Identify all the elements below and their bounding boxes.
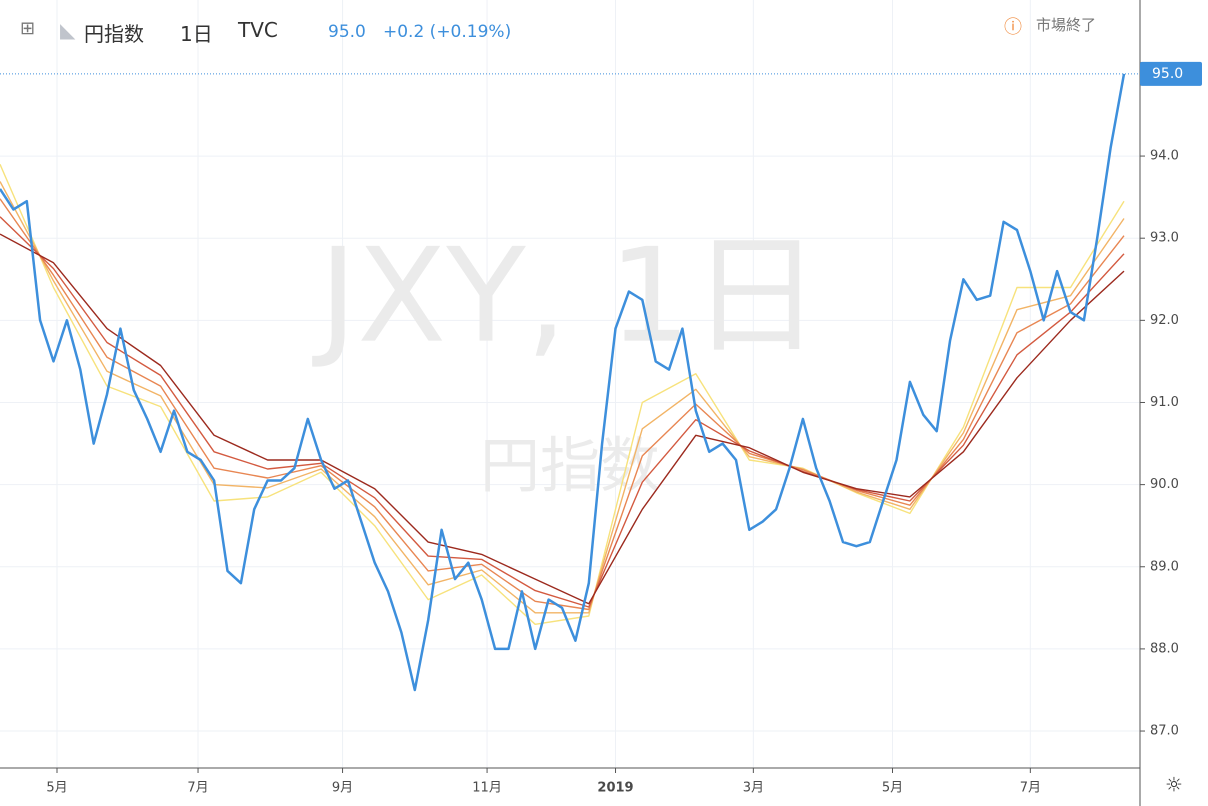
change: +0.2 (+0.19%) xyxy=(383,22,512,42)
symbol[interactable]: 円指数 xyxy=(84,22,144,46)
y-tick-label: 89.0 xyxy=(1150,559,1179,574)
price-line xyxy=(0,73,1126,692)
settings-icon[interactable]: ☼ xyxy=(1165,773,1183,797)
ma-line xyxy=(0,233,1125,605)
ma-line xyxy=(0,181,1125,614)
market-status: 市場終了 xyxy=(1036,16,1097,34)
source[interactable]: TVC xyxy=(238,18,278,42)
x-tick-label: 7月 xyxy=(1020,781,1041,796)
y-tick-label: 94.0 xyxy=(1150,149,1179,164)
last-price-label: 95.0 xyxy=(1152,66,1183,82)
y-tick-label: 91.0 xyxy=(1150,395,1179,410)
ma-line xyxy=(0,216,1125,608)
y-tick-label: 87.0 xyxy=(1150,724,1179,739)
y-tick-label: 90.0 xyxy=(1150,477,1179,492)
x-tick-label: 11月 xyxy=(472,781,502,796)
x-tick-label: 2019 xyxy=(597,781,633,796)
y-tick-label: 93.0 xyxy=(1150,231,1179,246)
interval[interactable]: 1日 xyxy=(180,22,213,46)
last-price-badge xyxy=(1140,61,1202,86)
price: 95.0 xyxy=(328,22,366,42)
x-tick-label: 9月 xyxy=(332,781,353,796)
x-tick-label: 5月 xyxy=(882,781,903,796)
watermark: JXY, 1日 xyxy=(312,220,821,372)
y-tick-label: 92.0 xyxy=(1150,313,1179,328)
x-tick-label: 3月 xyxy=(743,781,764,796)
add-icon[interactable]: ⊞ xyxy=(20,18,36,39)
y-tick-label: 88.0 xyxy=(1150,641,1179,656)
alert-icon[interactable]: ⓘ xyxy=(1004,17,1022,38)
x-tick-label: 5月 xyxy=(46,781,67,796)
x-tick-label: 7月 xyxy=(187,781,208,796)
flag-icon: ◣ xyxy=(60,18,76,42)
